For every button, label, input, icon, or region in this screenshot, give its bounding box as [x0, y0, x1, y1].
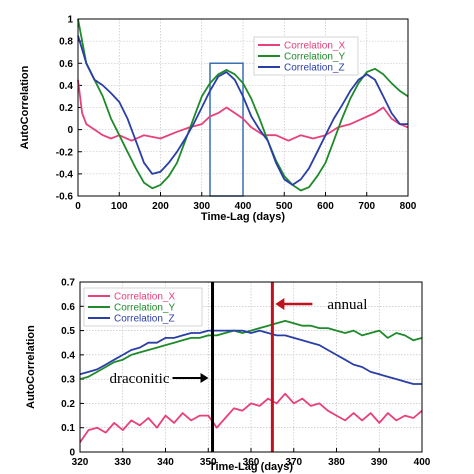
y-tick-label: 0.2 — [61, 399, 75, 410]
annotation-arrowhead — [200, 373, 209, 383]
x-tick-label: 100 — [111, 201, 128, 212]
series-line-correlation-y — [77, 18, 409, 192]
x-tick-label: 500 — [276, 201, 293, 212]
y-tick-label: 0.1 — [61, 423, 75, 434]
legend-entry: Correlation_X — [114, 292, 175, 303]
x-tick-label: 300 — [193, 201, 210, 212]
x-tick-label: 400 — [414, 457, 431, 468]
y-axis-label: AutoCorrelation — [19, 65, 31, 149]
y-tick-label: 0.3 — [61, 375, 75, 386]
y-tick-label: 0.4 — [61, 350, 75, 361]
x-tick-label: 800 — [400, 201, 417, 212]
y-tick-label: 0 — [67, 125, 73, 136]
legend-entry: Correlation_X — [284, 41, 345, 52]
legend-entry: Correlation_Z — [284, 63, 345, 74]
series-line-correlation-y — [79, 320, 423, 380]
y-tick-label: 0.7 — [61, 278, 75, 289]
bottom-autocorrelation-chart: 320 330 340 350 360 370 380 390 400 0 0.1 0.2 0.3 0.4… — [25, 278, 431, 474]
x-tick-label: 360 — [243, 457, 260, 468]
x-tick-label: 0 — [75, 201, 81, 212]
x-tick-label: 400 — [235, 201, 252, 212]
y-tick-label: 0 — [69, 448, 75, 459]
y-tick-label: 0.4 — [59, 81, 73, 92]
x-tick-label: 320 — [72, 457, 89, 468]
series-line-correlation-z — [77, 35, 408, 186]
x-tick-label: 380 — [328, 457, 345, 468]
x-tick-label: 600 — [317, 201, 334, 212]
y-tick-label: -0.6 — [56, 192, 74, 203]
x-tick-label: 390 — [371, 457, 388, 468]
legend-entry: Correlation_Y — [284, 52, 345, 63]
y-tick-label: -0.4 — [56, 169, 74, 180]
legend-entry: Correlation_Y — [114, 303, 175, 314]
x-tick-label: 370 — [285, 457, 302, 468]
plot-frame — [79, 281, 423, 453]
y-tick-label: 0.5 — [61, 326, 75, 337]
series-line-correlation-z — [79, 329, 422, 385]
plot-frame — [77, 18, 409, 197]
y-tick-label: 0.2 — [59, 103, 73, 114]
x-tick-label: 340 — [157, 457, 174, 468]
x-tick-label: 200 — [152, 201, 169, 212]
y-tick-label: 1 — [67, 15, 73, 26]
y-tick-label: 0.6 — [61, 302, 75, 313]
y-axis-label: AutoCorrelation — [25, 325, 37, 409]
y-tick-label: -0.2 — [56, 147, 74, 158]
annotation-label-draconitic: draconitic — [110, 371, 170, 387]
top-autocorrelation-chart: 0 100 200 300 400 500 600 700 800 -0.6 -0.4 -0.2 0 0.… — [19, 15, 417, 224]
x-tick-label: 330 — [114, 457, 131, 468]
series-line-correlation-x — [77, 79, 409, 142]
x-axis-label: Time-Lag (days) — [201, 211, 285, 223]
y-tick-label: 0.8 — [59, 37, 73, 48]
legend-entry: Correlation_Z — [114, 314, 175, 325]
x-tick-label: 350 — [200, 457, 217, 468]
y-tick-label: 0.6 — [59, 59, 73, 70]
series-line-correlation-x — [79, 392, 423, 443]
x-axis-label: Time-Lag (days) — [209, 461, 293, 473]
x-tick-label: 700 — [358, 201, 375, 212]
annotation-label-annual: annual — [327, 297, 367, 313]
annotation-arrowhead — [275, 298, 285, 310]
